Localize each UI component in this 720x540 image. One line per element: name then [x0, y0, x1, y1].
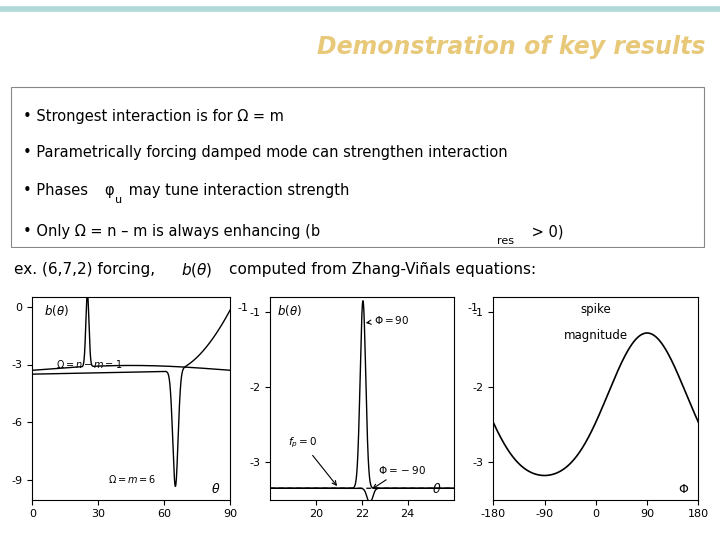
Text: $b(\theta)$: $b(\theta)$: [45, 303, 69, 318]
Text: spike: spike: [580, 303, 611, 316]
Text: ex. (6,7,2) forcing,: ex. (6,7,2) forcing,: [14, 262, 161, 277]
Text: -1: -1: [467, 303, 478, 313]
Text: Demonstration of key results: Demonstration of key results: [317, 35, 706, 59]
Text: -1: -1: [237, 303, 248, 313]
Text: res: res: [498, 236, 514, 246]
Text: may tune interaction strength: may tune interaction strength: [125, 183, 350, 198]
Text: $\Phi = 90$: $\Phi = 90$: [367, 314, 410, 326]
Text: $\Phi = -90$: $\Phi = -90$: [373, 463, 426, 488]
Text: φ: φ: [104, 183, 114, 198]
Text: $b(\theta)$: $b(\theta)$: [277, 303, 302, 318]
Text: • Phases: • Phases: [22, 183, 92, 198]
Text: • Only Ω = n – m is always enhancing (b: • Only Ω = n – m is always enhancing (b: [22, 225, 320, 239]
Text: $\theta$: $\theta$: [431, 482, 441, 496]
Text: magnitude: magnitude: [564, 329, 628, 342]
Text: u: u: [114, 195, 122, 205]
Text: $f_p = 0$: $f_p = 0$: [289, 436, 336, 485]
Text: $\theta$: $\theta$: [211, 482, 220, 496]
Text: • Parametrically forcing damped mode can strengthen interaction: • Parametrically forcing damped mode can…: [22, 145, 508, 160]
Text: • Strongest interaction is for Ω = m: • Strongest interaction is for Ω = m: [22, 109, 284, 124]
Text: $\Omega = m = 6$: $\Omega = m = 6$: [108, 473, 156, 485]
Text: $\Phi$: $\Phi$: [678, 483, 689, 496]
Text: computed from Zhang-Viñals equations:: computed from Zhang-Viñals equations:: [229, 262, 536, 277]
Text: $b(\theta)$: $b(\theta)$: [181, 261, 213, 279]
FancyBboxPatch shape: [11, 87, 704, 247]
Text: $\Omega = n - m = 1$: $\Omega = n - m = 1$: [56, 358, 122, 370]
Text: > 0): > 0): [527, 225, 563, 239]
